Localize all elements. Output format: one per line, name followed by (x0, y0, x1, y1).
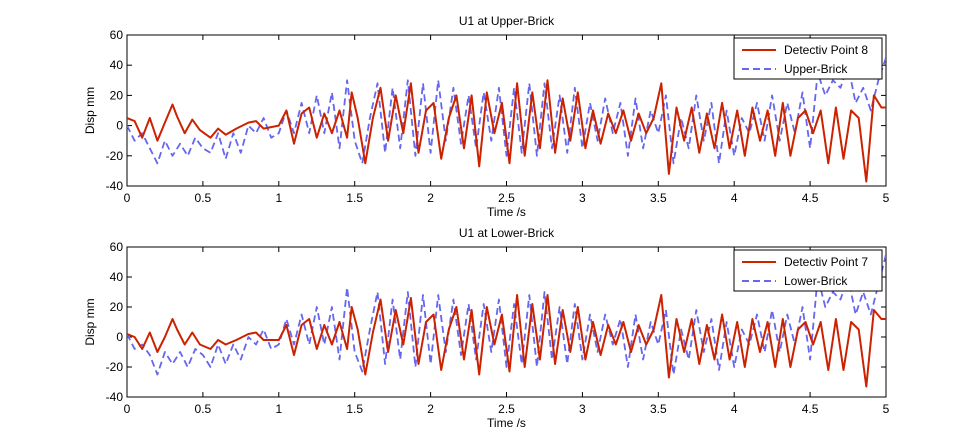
chart-title: U1 at Upper-Brick (459, 14, 555, 28)
x-tick-label: 2.5 (498, 402, 515, 416)
y-tick-label: 20 (110, 300, 124, 314)
x-tick-label: 3 (579, 402, 586, 416)
legend: Detectiv Point 8 Upper-Brick (733, 37, 883, 80)
x-tick-label: 0 (124, 191, 131, 205)
y-tick-label: 60 (110, 28, 124, 42)
y-tick-label: -40 (106, 390, 124, 404)
x-tick-label: 3.5 (650, 191, 667, 205)
y-tick-label: 40 (110, 270, 124, 284)
series-lines (127, 57, 886, 183)
legend-label-1: Detectiv Point 8 (784, 43, 868, 57)
x-tick-label: 3.5 (650, 402, 667, 416)
x-axis-label: Time /s (487, 205, 526, 219)
y-tick-label: -40 (106, 179, 124, 193)
x-tick-label: 1 (275, 402, 282, 416)
legend-box (733, 249, 883, 292)
y-tick-label: 40 (110, 58, 124, 72)
x-tick-label: 2 (427, 191, 434, 205)
y-tick-label: 60 (110, 240, 124, 254)
x-tick-label: 1.5 (346, 191, 363, 205)
y-tick-label: 0 (116, 119, 123, 133)
x-tick-label: 5 (883, 191, 890, 205)
x-axis-label: Time /s (487, 416, 526, 430)
legend-label-1: Detectiv Point 7 (784, 255, 868, 269)
chart-panel-1: 0 0.5 1 1.5 2 2.5 3 3.5 4 4.5 5 -40 -20 0 20 40 60 U1 at … (83, 14, 890, 219)
chart-title: U1 at Lower-Brick (459, 226, 555, 240)
y-tick-label: 0 (116, 330, 123, 344)
x-tick-label: 5 (883, 402, 890, 416)
x-tick-label: 2 (427, 402, 434, 416)
x-tick-label: 4.5 (802, 402, 819, 416)
y-axis-label: Disp mm (83, 87, 97, 134)
x-tick-label: 3 (579, 191, 586, 205)
x-tick-label: 1.5 (346, 402, 363, 416)
y-tick-label: -20 (106, 360, 124, 374)
y-axis-label: Disp mm (83, 298, 97, 345)
y-tick-label: -20 (106, 149, 124, 163)
x-tick-label: 4 (731, 191, 738, 205)
x-tick-label: 0.5 (195, 191, 212, 205)
y-tick-label: 20 (110, 88, 124, 102)
legend-label-2: Upper-Brick (784, 62, 848, 76)
x-tick-label: 1 (275, 191, 282, 205)
series-line-1 (127, 79, 886, 183)
x-tick-label: 4.5 (802, 191, 819, 205)
series-line-2 (127, 57, 886, 165)
x-tick-label: 4 (731, 402, 738, 416)
chart-panel-2: 0 0.5 1 1.5 2 2.5 3 3.5 4 4.5 5 -40 -20 0 20 40 60 U1 at … (83, 226, 890, 430)
legend-box (733, 37, 883, 80)
x-tick-label: 0 (124, 402, 131, 416)
series-lines (127, 254, 886, 388)
legend: Detectiv Point 7 Lower-Brick (733, 249, 883, 292)
x-tick-label: 0.5 (195, 402, 212, 416)
series-line-2 (127, 254, 886, 376)
series-line-1 (127, 294, 886, 388)
legend-label-2: Lower-Brick (784, 274, 848, 288)
x-tick-label: 2.5 (498, 191, 515, 205)
